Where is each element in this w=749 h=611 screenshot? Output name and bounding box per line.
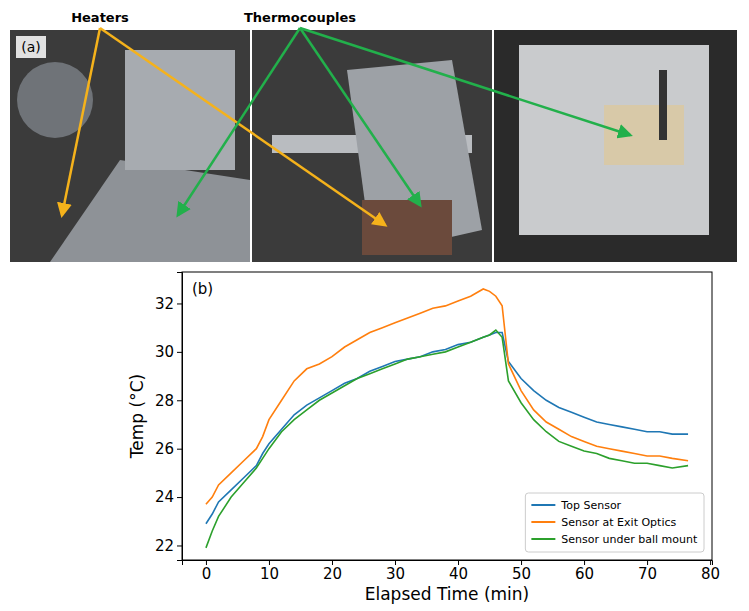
legend-label: Top Sensor	[560, 499, 621, 512]
legend-swatch	[531, 521, 555, 523]
callout-arrow	[300, 28, 630, 135]
y-tick-mark	[177, 303, 182, 304]
callout-arrow	[178, 28, 300, 215]
series-group	[206, 289, 688, 548]
x-tick-label: 10	[260, 565, 279, 583]
y-axis-title: Temp (°C)	[127, 374, 147, 459]
callout-arrow	[62, 28, 100, 215]
legend-swatch	[531, 538, 555, 540]
legend-item: Sensor under ball mount	[531, 533, 698, 546]
x-tick: 40	[449, 560, 468, 583]
y-axis: 22 24 26 28 30 32	[155, 273, 183, 561]
legend-item: Sensor at Exit Optics	[531, 516, 676, 529]
x-tick: 20	[323, 560, 342, 583]
legend-label: Sensor under ball mount	[561, 533, 698, 546]
series-line	[206, 289, 688, 504]
x-tick-label: 50	[512, 565, 531, 583]
legend-label: Sensor at Exit Optics	[561, 516, 676, 529]
x-tick-label: 70	[638, 565, 657, 583]
x-tick-label: 60	[575, 565, 594, 583]
y-tick-mark	[177, 497, 182, 498]
x-tick: 70	[638, 560, 657, 583]
series-line	[206, 330, 688, 548]
photo-shape	[362, 200, 452, 255]
y-tick-label: 28	[155, 392, 174, 410]
x-tick: 60	[575, 560, 594, 583]
panel-label-text: (a)	[21, 39, 41, 55]
x-tick-label: 30	[386, 565, 405, 583]
x-tick: 10	[260, 560, 279, 583]
y-tick: 30	[155, 343, 182, 361]
callout-label: Thermocouples	[244, 10, 356, 25]
photo-shape	[17, 62, 93, 138]
panel-label: (a)	[16, 36, 46, 58]
y-tick: 24	[155, 488, 182, 506]
callout-label: Heaters	[71, 10, 129, 25]
x-tick: 50	[512, 560, 531, 583]
photo-shape	[347, 60, 482, 255]
y-tick: 32	[155, 295, 182, 313]
x-tick: 30	[386, 560, 405, 583]
x-tick-label: 0	[202, 565, 212, 583]
y-tick: 22	[155, 537, 182, 555]
chart: 0 10 20 30 40 50 60 70 80 22 24 26 28 30 32 Elapsed Tim…	[127, 272, 720, 604]
plot-frame	[182, 272, 712, 560]
y-tick-label: 26	[155, 440, 174, 458]
y-tick-label: 32	[155, 295, 174, 313]
x-tick: 0	[202, 560, 212, 583]
y-tick: 26	[155, 440, 182, 458]
figure: Heaters Thermocouples (a) 0 10 20 30 40 50 60 70 80…	[0, 0, 749, 611]
legend-item: Top Sensor	[531, 499, 621, 512]
callouts: Heaters Thermocouples	[62, 10, 630, 225]
panel-label-text: (b)	[192, 280, 213, 298]
x-axis: 0 10 20 30 40 50 60 70 80	[183, 560, 721, 583]
y-tick-mark	[177, 400, 182, 401]
y-tick: 28	[155, 392, 182, 410]
photo-background	[252, 30, 492, 262]
y-tick-label: 30	[155, 343, 174, 361]
photo-background	[10, 30, 250, 262]
y-tick-label: 22	[155, 537, 174, 555]
x-tick-label: 40	[449, 565, 468, 583]
photo-shape	[50, 160, 250, 262]
callout-arrow	[100, 28, 385, 225]
photo-shape	[659, 70, 667, 140]
y-tick-mark	[177, 449, 182, 450]
x-tick: 80	[701, 560, 720, 583]
y-tick-label: 24	[155, 488, 174, 506]
photo-background	[494, 30, 737, 262]
x-tick-label: 20	[323, 565, 342, 583]
plot-background	[182, 272, 712, 560]
photo-panel	[10, 30, 737, 262]
y-tick-mark	[177, 352, 182, 353]
legend: Top Sensor Sensor at Exit Optics Sensor un…	[525, 493, 704, 552]
x-axis-title: Elapsed Time (min)	[365, 584, 530, 604]
photo	[252, 30, 492, 262]
callout-arrow	[300, 28, 420, 205]
photo	[10, 30, 250, 262]
legend-box	[525, 493, 704, 552]
legend-swatch	[531, 504, 555, 506]
y-tick-mark	[177, 545, 182, 546]
photo-shape	[604, 105, 684, 165]
x-tick-label: 80	[701, 565, 720, 583]
photo	[494, 30, 737, 262]
panel-label-background	[16, 36, 46, 58]
photo-shape	[519, 45, 709, 235]
